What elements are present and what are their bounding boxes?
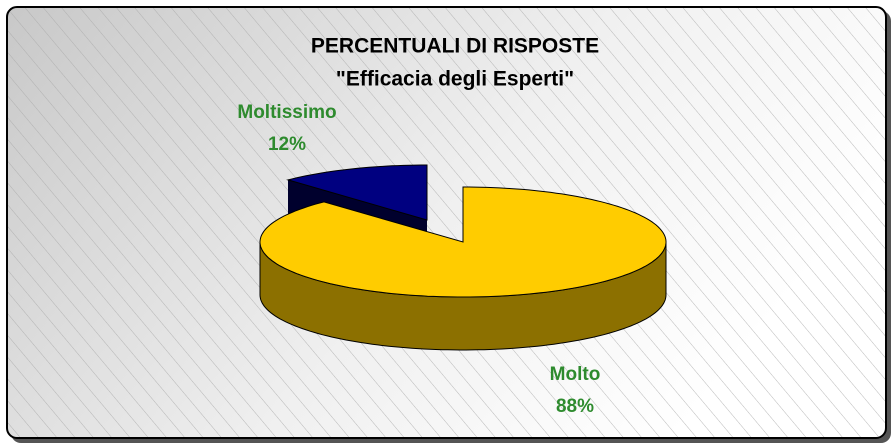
chart-subtitle: "Efficacia degli Esperti" xyxy=(336,68,574,91)
slice-value-label: 88% xyxy=(556,396,594,417)
slice-value-label: 12% xyxy=(268,134,306,155)
chart-title: PERCENTUALI DI RISPOSTE xyxy=(311,35,599,58)
slice xyxy=(259,186,667,298)
hatch xyxy=(8,8,885,437)
slice xyxy=(286,164,428,221)
slice-label: Molto xyxy=(550,364,601,385)
slice-label: Moltissimo xyxy=(237,102,336,123)
